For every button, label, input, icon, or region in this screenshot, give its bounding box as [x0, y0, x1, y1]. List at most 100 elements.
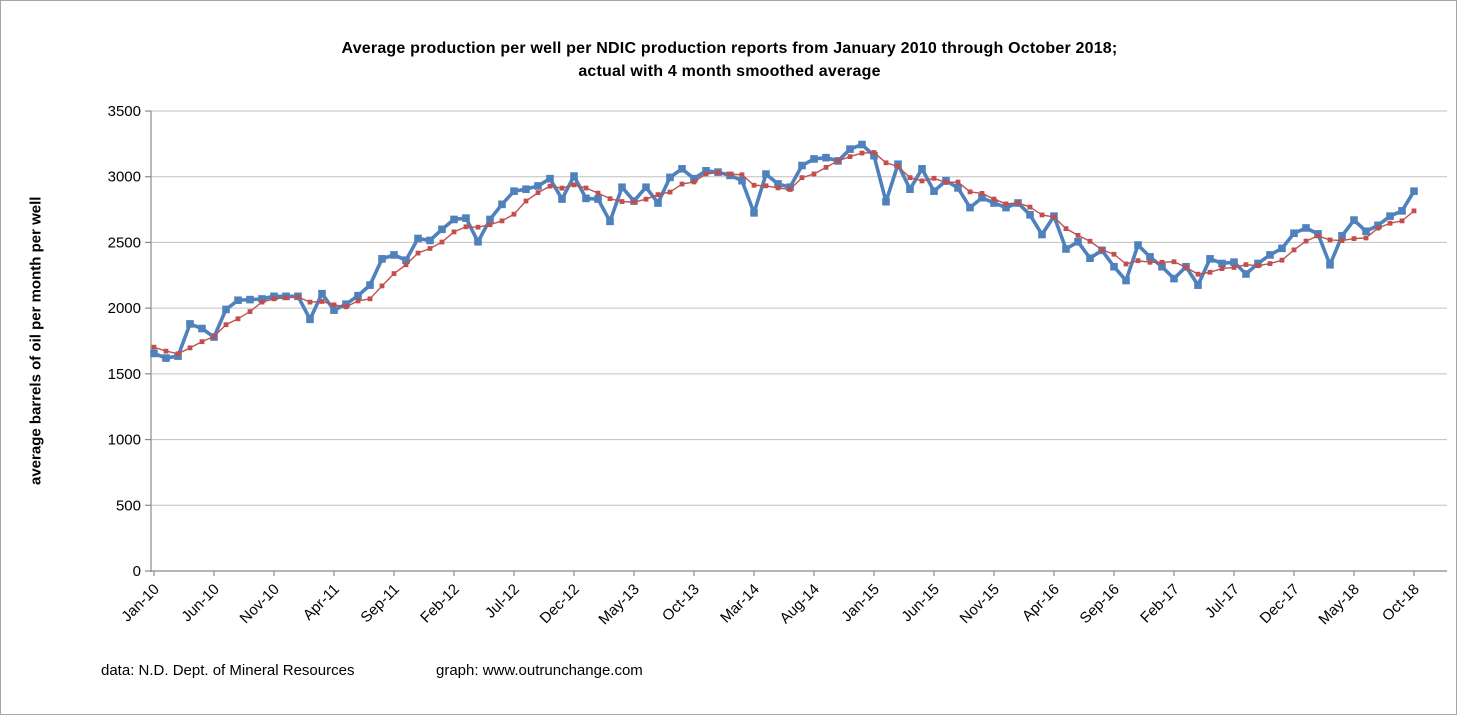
- smoothed-series-marker: [883, 160, 889, 166]
- smoothed-series-marker: [259, 299, 265, 305]
- x-tick-label: Apr-16: [1019, 581, 1063, 625]
- smoothed-series-marker: [235, 316, 241, 322]
- actual-series-marker: [246, 295, 254, 304]
- smoothed-series-marker: [211, 334, 217, 339]
- actual-series-marker: [1146, 253, 1154, 261]
- actual-series-marker: [1374, 221, 1382, 230]
- smoothed-series-marker: [895, 164, 901, 169]
- actual-series-marker: [1170, 274, 1178, 283]
- y-tick-label: 2000: [108, 300, 141, 317]
- actual-series-marker: [1134, 241, 1142, 249]
- actual-series-marker: [822, 153, 830, 162]
- smoothed-series-marker: [1075, 232, 1081, 238]
- y-tick-label: 1000: [108, 432, 141, 449]
- smoothed-series-marker: [955, 179, 961, 185]
- smoothed-series-marker: [1339, 238, 1345, 243]
- smoothed-series-marker: [355, 298, 361, 304]
- y-tick-label: 500: [116, 497, 141, 514]
- actual-series-marker: [642, 183, 650, 192]
- actual-series-marker: [1362, 227, 1370, 236]
- actual-series-marker: [750, 209, 758, 217]
- smoothed-series-marker: [319, 299, 325, 304]
- smoothed-series-marker: [1087, 238, 1093, 244]
- actual-series-marker: [366, 281, 374, 289]
- actual-series-marker: [1242, 270, 1250, 278]
- chart-title-line1: Average production per well per NDIC pro…: [341, 40, 1118, 57]
- actual-series-marker: [402, 256, 410, 264]
- data-source-label: data: N.D. Dept. of Mineral Resources: [101, 662, 355, 679]
- actual-series-marker: [618, 183, 626, 192]
- actual-series-marker: [606, 217, 614, 226]
- actual-series-marker: [150, 349, 158, 358]
- actual-series-marker: [690, 174, 698, 183]
- actual-series-marker: [846, 145, 854, 153]
- smoothed-series-marker: [379, 283, 385, 289]
- smoothed-series-marker: [1315, 233, 1321, 239]
- x-tick-label: Jun-15: [898, 581, 942, 625]
- actual-series-marker: [594, 195, 602, 203]
- smoothed-series-marker: [763, 183, 769, 189]
- actual-series-marker: [450, 215, 458, 224]
- actual-series-marker: [510, 187, 518, 195]
- smoothed-series-marker: [1111, 251, 1117, 257]
- actual-series-marker: [342, 300, 350, 308]
- smoothed-series-marker: [1063, 226, 1069, 232]
- smoothed-series-marker: [499, 218, 505, 224]
- x-tick-label: Dec-12: [537, 581, 583, 627]
- smoothed-series-marker: [331, 302, 337, 308]
- smoothed-series-marker: [1027, 204, 1033, 210]
- smoothed-series-marker: [1351, 236, 1357, 242]
- actual-series-marker: [1110, 262, 1118, 271]
- smoothed-series-marker: [595, 190, 601, 196]
- smoothed-series-marker: [835, 158, 841, 164]
- x-tick-label: Feb-12: [417, 581, 463, 627]
- actual-series-marker: [330, 306, 338, 314]
- smoothed-series-marker: [187, 345, 193, 351]
- smoothed-series-marker: [1207, 269, 1213, 275]
- actual-series-marker: [666, 173, 674, 182]
- smoothed-series-marker: [931, 175, 937, 181]
- x-tick-label: May-18: [1315, 581, 1362, 628]
- smoothed-series-marker: [559, 185, 565, 191]
- y-axis-title: average barrels of oil per month per wel…: [27, 196, 45, 486]
- actual-series-marker: [234, 296, 242, 305]
- x-tick-label: Nov-15: [957, 581, 1003, 627]
- smoothed-series-marker: [1267, 261, 1273, 266]
- y-tick-label: 0: [133, 563, 141, 580]
- smoothed-series-marker: [823, 164, 829, 170]
- actual-series-marker: [306, 315, 314, 324]
- actual-series-marker: [654, 199, 662, 207]
- actual-series-marker: [462, 214, 470, 222]
- actual-series-marker: [474, 237, 482, 246]
- smoothed-series-marker: [511, 211, 517, 217]
- actual-series-marker: [870, 151, 878, 160]
- actual-series-marker: [906, 185, 914, 193]
- actual-series-marker: [546, 174, 554, 183]
- actual-series-marker: [414, 234, 422, 243]
- smoothed-series-marker: [427, 246, 433, 251]
- actual-series-marker: [738, 176, 746, 185]
- actual-series-marker: [1218, 259, 1226, 268]
- smoothed-series-marker: [391, 271, 397, 276]
- actual-series-marker: [186, 320, 194, 328]
- smoothed-series-marker: [1219, 266, 1225, 271]
- graph-credit-label: graph: www.outrunchange.com: [436, 662, 643, 679]
- smoothed-series-marker: [1195, 271, 1201, 277]
- actual-series-marker: [270, 292, 278, 301]
- smoothed-series-marker: [775, 185, 781, 191]
- actual-series-marker: [498, 200, 506, 209]
- smoothed-series-marker: [1255, 263, 1261, 269]
- smoothed-series-marker: [283, 295, 289, 301]
- smoothed-series-marker: [175, 351, 181, 357]
- smoothed-series-marker: [571, 182, 577, 188]
- actual-series-marker: [1086, 254, 1094, 262]
- smoothed-series-marker: [223, 322, 229, 328]
- actual-series-marker: [1386, 212, 1394, 220]
- smoothed-series-marker: [163, 348, 169, 354]
- smoothed-series-marker: [475, 224, 481, 230]
- actual-series-marker: [1350, 216, 1358, 224]
- actual-series-marker: [390, 251, 398, 259]
- smoothed-series-marker: [991, 196, 997, 202]
